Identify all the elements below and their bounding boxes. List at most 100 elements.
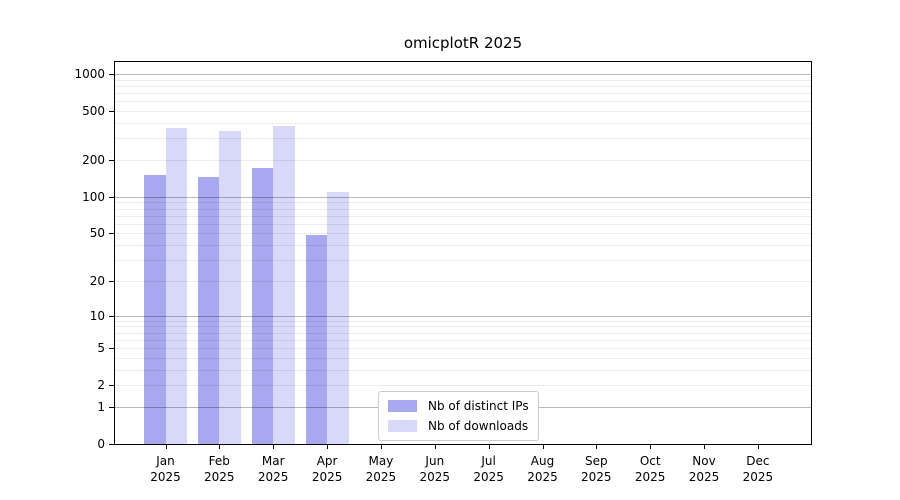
gridline-minor-800	[115, 85, 811, 87]
legend-item-distinct-ips: Nb of distinct IPs	[388, 398, 529, 414]
x-tick-month: Sep	[584, 454, 608, 468]
legend-item-downloads: Nb of downloads	[388, 418, 529, 434]
bar-distinct-ips-jan	[144, 174, 166, 444]
y-tick-5	[109, 348, 114, 349]
x-tick-month: Jan	[156, 454, 175, 468]
y-tick-label-500: 500	[82, 104, 105, 119]
gridline-minor-4	[115, 357, 811, 359]
gridline-minor-900	[115, 79, 811, 81]
x-tick-label-jun: Jun 2025	[403, 453, 467, 485]
y-tick-label-50: 50	[89, 226, 105, 241]
x-tick-year: 2025	[581, 470, 612, 484]
x-tick-feb	[219, 445, 221, 449]
y-tick-1000	[109, 74, 114, 75]
x-tick-aug	[542, 445, 544, 449]
gridline-minor-700	[115, 93, 811, 95]
y-tick-label-1000: 1000	[74, 67, 105, 81]
chart-title: omicplotR 2025	[403, 34, 523, 52]
x-tick-year: 2025	[742, 470, 774, 484]
x-tick-label-sep: Sep 2025	[564, 453, 628, 485]
gridline-minor-30	[115, 260, 811, 262]
x-tick-may	[380, 445, 382, 449]
y-tick-label-1: 1	[97, 399, 105, 414]
gridline-minor-3	[115, 369, 811, 371]
x-tick-sep	[596, 445, 598, 449]
gridline-minor-50	[115, 233, 811, 235]
x-tick-year: 2025	[204, 470, 235, 484]
x-tick-jun	[434, 445, 436, 449]
y-tick-200	[109, 160, 114, 161]
x-tick-jan	[165, 445, 167, 449]
x-tick-month: Oct	[639, 454, 661, 468]
x-tick-year: 2025	[311, 470, 343, 484]
gridline-minor-90	[115, 202, 811, 204]
x-tick-month: Dec	[746, 454, 770, 468]
x-tick-month: May	[368, 454, 394, 468]
y-tick-label-0: 0	[97, 437, 105, 451]
bar-downloads-mar	[273, 125, 295, 444]
y-tick-label-2: 2	[97, 378, 105, 393]
gridline-minor-5	[115, 348, 811, 349]
x-tick-dec	[757, 445, 759, 449]
gridline-major-10	[115, 315, 811, 317]
x-tick-year: 2025	[688, 470, 720, 484]
gridline-minor-500	[115, 111, 811, 113]
x-tick-year: 2025	[365, 470, 397, 484]
bar-downloads-jan	[165, 127, 187, 444]
x-tick-year: 2025	[150, 470, 181, 484]
legend-label-downloads: Nb of downloads	[428, 419, 529, 433]
legend: Nb of distinct IPs Nb of downloads	[378, 391, 539, 441]
x-tick-label-feb: Feb 2025	[187, 453, 251, 485]
gridline-minor-600	[115, 101, 811, 103]
x-tick-month: Jun	[425, 454, 445, 468]
gridline-minor-2	[115, 385, 811, 387]
gridline-minor-80	[115, 208, 811, 210]
x-tick-label-may: May 2025	[349, 453, 413, 485]
gridline-minor-70	[115, 215, 811, 217]
x-tick-label-jul: Jul 2025	[457, 453, 521, 485]
x-tick-month: Apr	[316, 454, 338, 468]
legend-swatch-distinct-ips	[388, 400, 417, 412]
y-tick-label-5: 5	[97, 341, 105, 355]
bar-distinct-ips-apr	[305, 234, 328, 444]
bar-distinct-ips-mar	[251, 168, 274, 444]
x-tick-year: 2025	[473, 470, 504, 484]
x-tick-mar	[273, 445, 275, 449]
legend-label-distinct-ips: Nb of distinct IPs	[428, 399, 529, 413]
y-tick-100	[109, 196, 114, 198]
x-tick-nov	[704, 445, 705, 449]
y-tick-label-200: 200	[82, 153, 105, 167]
bar-downloads-apr	[327, 191, 349, 444]
gridline-minor-20	[115, 280, 811, 282]
y-tick-label-10: 10	[89, 308, 105, 323]
gridline-major-100	[115, 196, 811, 198]
y-tick-label-100: 100	[82, 189, 105, 204]
gridline-minor-6	[115, 339, 811, 341]
x-tick-jul	[488, 445, 490, 449]
gridline-minor-8	[115, 326, 811, 328]
bar-downloads-feb	[219, 130, 241, 444]
plot-area	[114, 61, 812, 445]
x-tick-apr	[327, 445, 329, 449]
x-tick-label-jan: Jan 2025	[134, 453, 198, 485]
x-tick-label-mar: Mar 2025	[241, 453, 305, 485]
x-tick-month: Mar	[261, 454, 285, 468]
y-tick-50	[109, 233, 114, 235]
x-tick-month: Jul	[481, 454, 496, 468]
gridline-major-1000	[115, 74, 811, 75]
y-tick-2	[109, 385, 114, 387]
y-tick-10	[109, 315, 114, 317]
x-tick-month: Feb	[208, 454, 230, 468]
x-tick-label-dec: Dec 2025	[726, 453, 790, 485]
gridline-minor-200	[115, 160, 811, 161]
y-tick-label-20: 20	[89, 273, 105, 288]
x-tick-month: Nov	[692, 454, 716, 468]
y-tick-1	[109, 406, 114, 408]
x-tick-label-aug: Aug 2025	[511, 453, 575, 485]
x-tick-label-oct: Oct 2025	[618, 453, 682, 485]
y-tick-20	[109, 280, 114, 282]
gridline-minor-400	[115, 123, 811, 124]
y-tick-0	[109, 444, 114, 445]
x-tick-year: 2025	[257, 470, 289, 484]
x-tick-month: Aug	[530, 454, 555, 468]
